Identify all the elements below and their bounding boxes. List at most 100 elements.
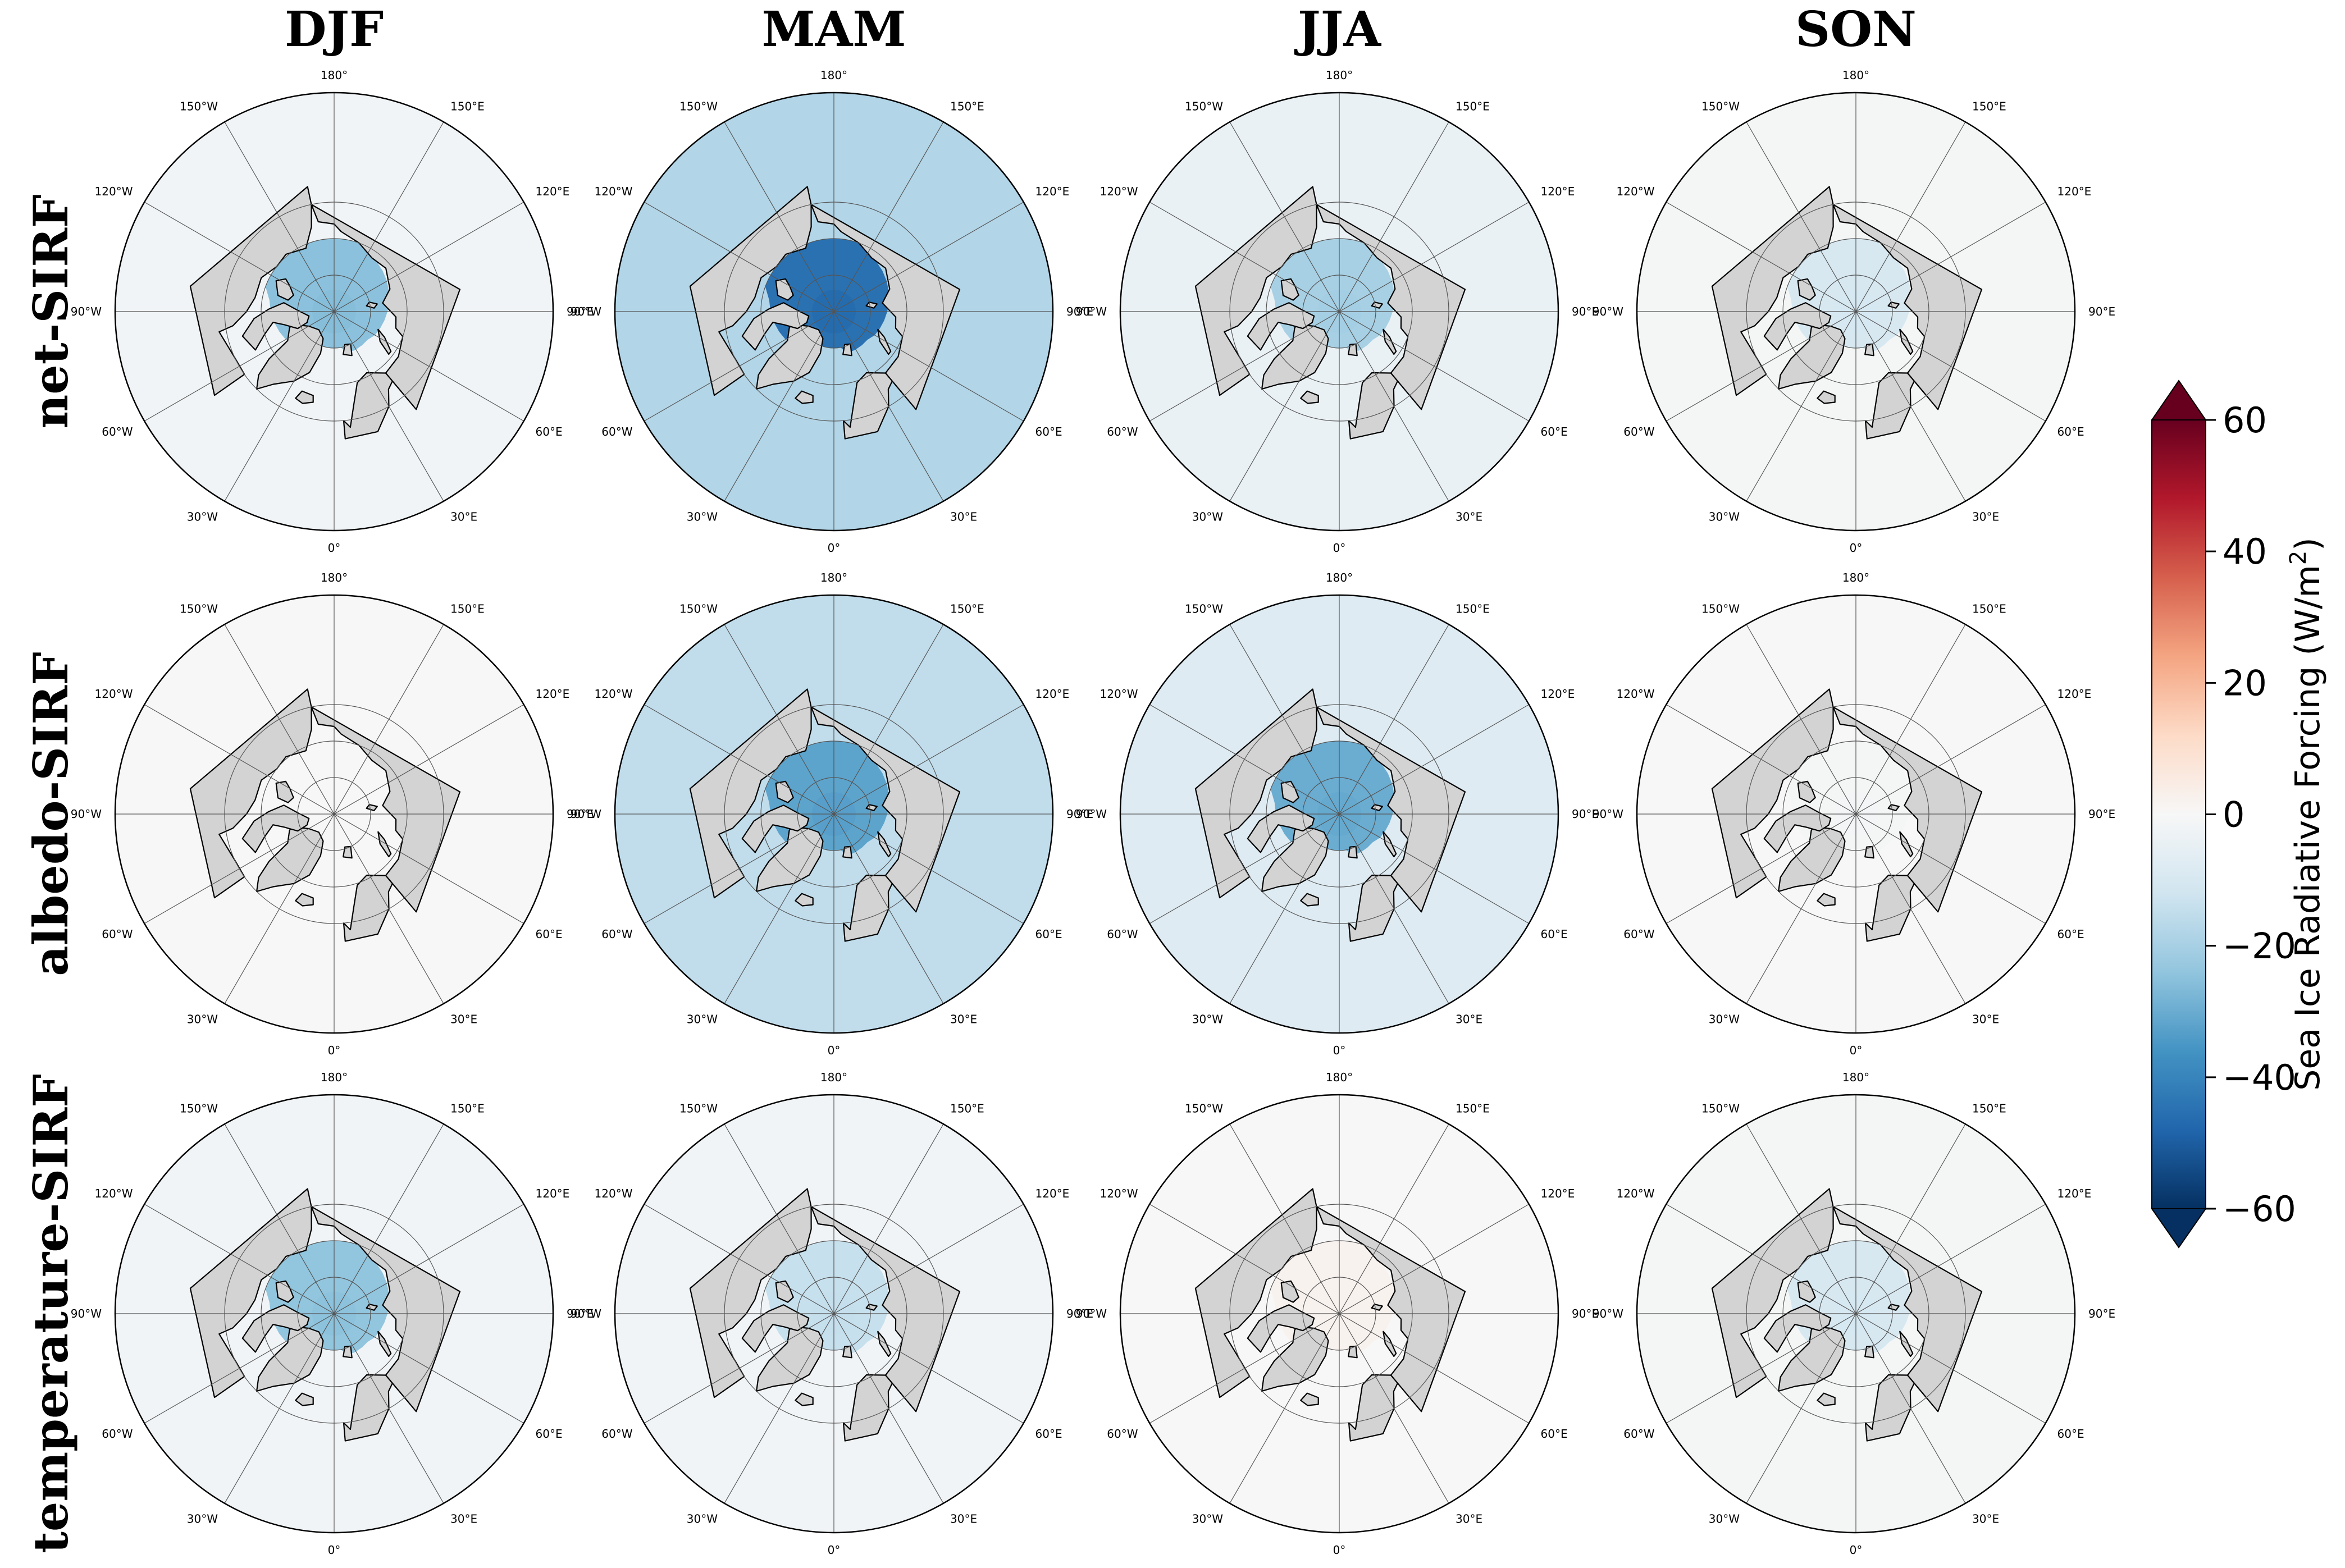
longitude-label: 0°	[1850, 1543, 1863, 1557]
land-mass	[877, 831, 892, 858]
longitude-label: 30°E	[1972, 510, 1999, 524]
longitude-label: 90°E	[1066, 305, 1093, 318]
longitude-label: 120°W	[595, 687, 633, 701]
land-mass	[1194, 186, 1317, 396]
meridian-line	[1855, 1313, 2046, 1424]
colorbar-tick-label: 20	[2223, 662, 2267, 703]
land-mass	[256, 1325, 324, 1392]
meridian-line	[1746, 1313, 1856, 1504]
meridian-line	[334, 624, 444, 815]
longitude-label: 90°E	[1572, 305, 1599, 318]
colorbar-tick-label: −40	[2223, 1057, 2296, 1098]
longitude-label: 90°W	[571, 305, 601, 318]
map-disk	[615, 595, 1053, 1033]
longitude-label: 150°W	[679, 100, 718, 113]
meridian-line	[144, 1204, 335, 1314]
map-disk	[1120, 595, 1558, 1033]
meridian-line	[1149, 813, 1340, 924]
longitude-label: 60°W	[601, 927, 632, 941]
map-boundary	[614, 594, 1054, 1034]
longitude-label: 60°W	[102, 927, 133, 941]
longitude-label: 60°E	[1541, 1427, 1568, 1441]
land-mass	[256, 323, 324, 390]
longitude-label: 150°E	[1972, 100, 2006, 113]
longitude-label: 30°E	[1456, 1013, 1482, 1026]
land-mass	[189, 688, 312, 899]
longitude-label: 30°W	[687, 1013, 718, 1026]
longitude-label: 150°E	[1972, 1102, 2006, 1116]
longitude-label: 180°	[820, 68, 847, 82]
longitude-label: 30°W	[1192, 1512, 1223, 1526]
longitude-label: 0°	[1850, 541, 1863, 555]
meridian-line	[1746, 813, 1856, 1004]
land-mass	[689, 688, 812, 899]
longitude-label: 30°E	[450, 1512, 477, 1526]
map-panel-net-son: 90°W 120°W 150°W 180° 150°E 120°E 90°E 60°E 30°E…	[1593, 68, 2115, 555]
land-mass	[877, 328, 892, 355]
meridian-line	[1149, 704, 1340, 815]
longitude-label: 90°E	[1572, 1307, 1599, 1320]
meridian-line	[1229, 1313, 1340, 1504]
meridian-line	[833, 704, 1024, 815]
longitude-label: 90°E	[567, 305, 594, 318]
longitude-label: 90°E	[2088, 305, 2115, 318]
longitude-label: 150°W	[679, 602, 718, 616]
longitude-label: 90°W	[71, 1307, 102, 1320]
map-disk	[115, 93, 553, 531]
meridian-line	[144, 704, 335, 815]
meridian-line	[1855, 311, 2046, 422]
meridian-line	[1666, 1204, 1856, 1314]
land-mass	[1778, 826, 1846, 892]
land-mass	[795, 1392, 814, 1406]
longitude-label: 90°W	[1593, 1307, 1623, 1320]
longitude-label: 30°W	[187, 510, 218, 524]
longitude-label: 60°E	[536, 1427, 563, 1441]
longitude-label: 150°E	[950, 1102, 984, 1116]
longitude-label: 90°W	[571, 1307, 601, 1320]
meridian-line	[334, 1313, 524, 1424]
meridian-line	[1229, 311, 1340, 502]
map-boundary	[114, 92, 554, 532]
longitude-label: 90°W	[1593, 807, 1623, 821]
longitude-label: 90°W	[1076, 1307, 1107, 1320]
longitude-label: 120°W	[1617, 185, 1655, 198]
meridian-line	[724, 121, 834, 312]
longitude-label: 120°W	[1617, 687, 1655, 701]
longitude-label: 150°W	[1701, 1102, 1740, 1116]
land-mass	[311, 706, 461, 913]
map-disk	[1637, 595, 2075, 1033]
map-boundary	[114, 594, 554, 1034]
longitude-label: 120°E	[2057, 185, 2092, 198]
land-mass	[1300, 390, 1319, 404]
meridian-line	[1339, 1313, 1449, 1504]
meridian-line	[724, 311, 834, 502]
longitude-label: 60°W	[1107, 1427, 1138, 1441]
longitude-label: 30°E	[1972, 1512, 1999, 1526]
longitude-label: 60°W	[1623, 425, 1654, 438]
longitude-label: 60°W	[102, 1427, 133, 1441]
colorbar-extend-top	[2152, 381, 2206, 420]
meridian-line	[833, 1123, 944, 1314]
row-title-net: net-SIRF	[23, 194, 79, 429]
map-boundary	[1119, 92, 1559, 532]
land-mass	[1711, 1188, 1834, 1398]
longitude-label: 90°W	[571, 807, 601, 821]
meridian-line	[833, 1313, 1024, 1424]
meridian-line	[1339, 202, 1530, 312]
land-mass	[295, 390, 314, 404]
map-panel-albedo-mam: 90°W 120°W 150°W 180° 150°E 120°E 90°E 60°E 30°E…	[571, 571, 1093, 1057]
map-panel-net-mam: 90°W 120°W 150°W 180° 150°E 120°E 90°E 60°E 30°E…	[571, 68, 1093, 555]
meridian-line	[833, 813, 1024, 924]
land-mass	[1711, 688, 1834, 899]
land-mass	[775, 1280, 794, 1303]
map-panel-net-jja: 90°W 120°W 150°W 180° 150°E 120°E 90°E 60°E 30°E…	[1076, 68, 1599, 555]
land-mass	[1797, 278, 1816, 301]
meridian-line	[334, 704, 524, 815]
longitude-label: 30°E	[1456, 1512, 1482, 1526]
meridian-line	[1339, 624, 1449, 815]
longitude-label: 90°W	[71, 305, 102, 318]
meridian-line	[224, 1123, 335, 1314]
longitude-label: 150°E	[950, 602, 984, 616]
longitude-label: 90°W	[71, 807, 102, 821]
